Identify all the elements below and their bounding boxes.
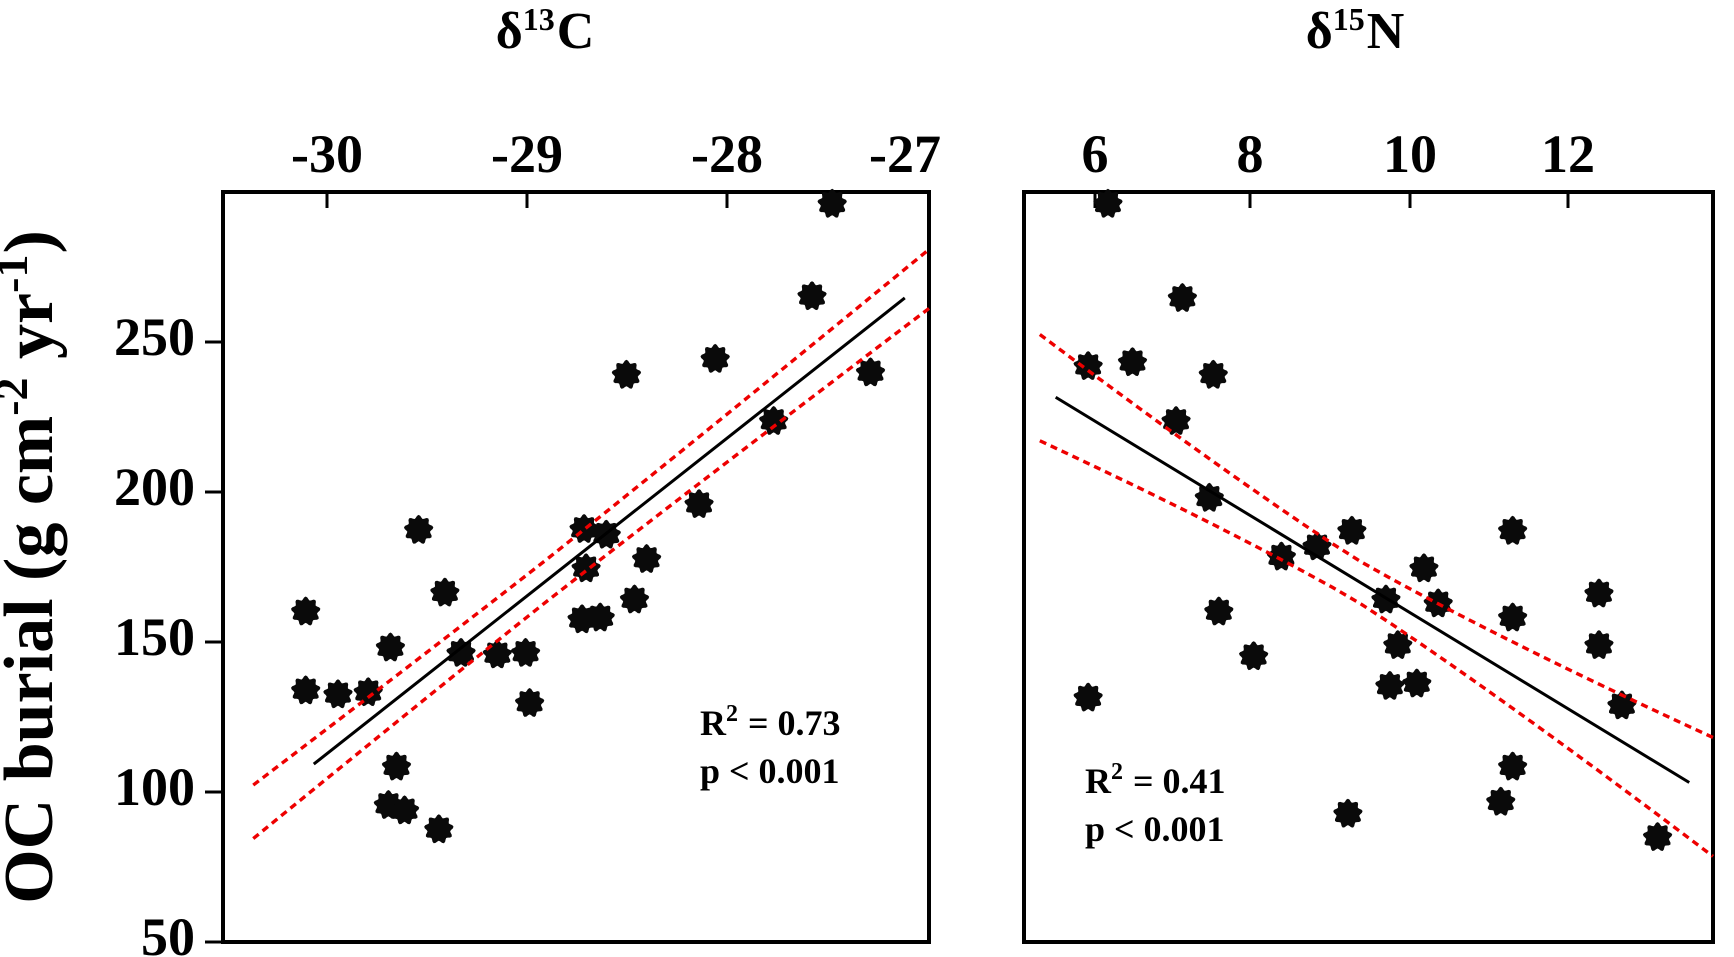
svg-text:150: 150 — [114, 607, 195, 667]
svg-text:-29: -29 — [491, 124, 563, 184]
svg-text:10: 10 — [1383, 124, 1437, 184]
svg-text:OC burial (g cm-2 yr-1): OC burial (g cm-2 yr-1) — [0, 230, 68, 904]
svg-text:250: 250 — [114, 307, 195, 367]
svg-text:p < 0.001: p < 0.001 — [1085, 809, 1225, 849]
svg-text:-30: -30 — [291, 124, 363, 184]
svg-text:100: 100 — [114, 757, 195, 817]
svg-text:R2 = 0.73: R2 = 0.73 — [700, 701, 841, 743]
svg-text:R2 = 0.41: R2 = 0.41 — [1085, 759, 1226, 801]
svg-text:200: 200 — [114, 457, 195, 517]
svg-text:12: 12 — [1541, 124, 1595, 184]
svg-text:6: 6 — [1082, 124, 1109, 184]
svg-text:50: 50 — [141, 907, 195, 957]
svg-text:-28: -28 — [691, 124, 763, 184]
svg-text:8: 8 — [1237, 124, 1264, 184]
svg-text:p < 0.001: p < 0.001 — [700, 751, 840, 791]
svg-text:-27: -27 — [869, 124, 941, 184]
